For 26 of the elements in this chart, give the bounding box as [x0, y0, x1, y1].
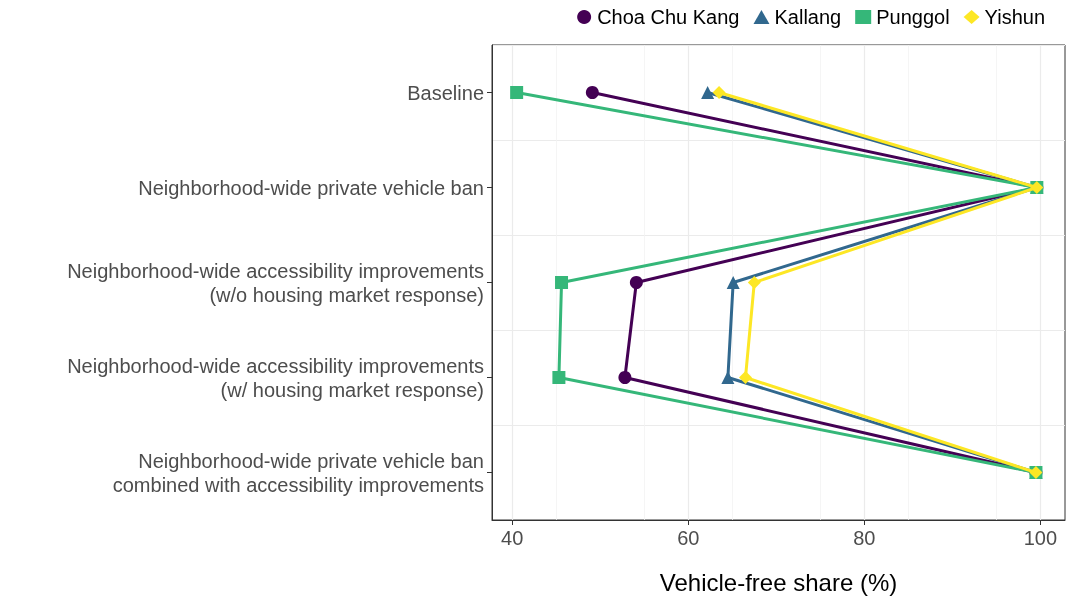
point: [721, 371, 735, 384]
y-tick-label: Baseline: [407, 81, 484, 104]
point: [585, 86, 599, 99]
y-tick-label: Neighborhood-wide accessibility improvements (w/ housing market response): [67, 354, 484, 401]
legend-label: Kallang: [774, 6, 842, 28]
point: [747, 276, 761, 289]
point: [629, 276, 643, 289]
point: [555, 276, 569, 289]
point: [726, 276, 740, 289]
point: [510, 86, 524, 99]
legend-label: Yishun: [984, 6, 1046, 28]
legend-label: Punggol: [876, 6, 950, 28]
point: [738, 371, 752, 384]
x-tick-label: 100: [1023, 527, 1058, 549]
point: [701, 86, 715, 99]
x-tick-label: 40: [501, 527, 524, 549]
point: [552, 371, 566, 384]
x-tick-label: 60: [677, 527, 700, 549]
y-tick-label: Neighborhood-wide accessibility improvements (w/o housing market response): [67, 259, 484, 306]
x-axis-title: Vehicle-free share (%): [659, 568, 898, 596]
point: [712, 86, 726, 99]
y-tick-label: Neighborhood-wide private vehicle ban: [138, 176, 484, 199]
point: [618, 371, 632, 384]
legend-label: Choa Chu Kang: [597, 6, 740, 28]
y-tick-label: Neighborhood-wide private vehicle ban combined with accessibility improvements: [112, 449, 484, 496]
x-tick-label: 80: [853, 527, 876, 549]
